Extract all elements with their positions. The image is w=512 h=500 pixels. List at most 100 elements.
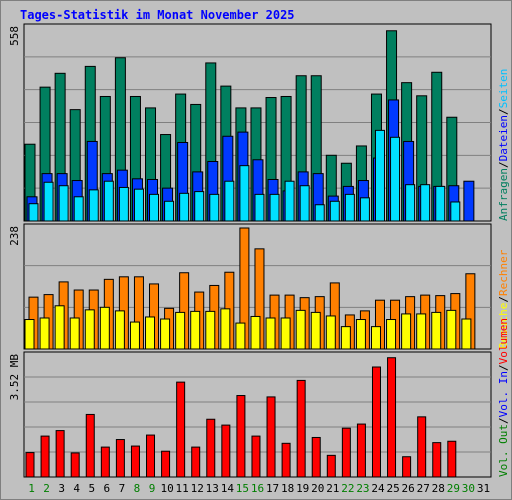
legend-item: Seiten <box>497 69 510 109</box>
x-tick-label: 8 <box>134 482 141 495</box>
bar-besuche-day-5 <box>84 309 95 350</box>
bar-volumen-day-19 <box>296 379 306 478</box>
bar-seiten-day-12 <box>194 191 205 222</box>
bar-seiten-day-4 <box>73 196 84 222</box>
x-tick-label: 31 <box>477 482 490 495</box>
bar-volumen-day-2 <box>40 435 50 478</box>
bar-besuche-day-30 <box>461 318 472 350</box>
bar-volumen-day-4 <box>70 452 80 478</box>
bar-besuche-day-24 <box>370 326 381 350</box>
bar-seiten-day-17 <box>269 193 280 222</box>
x-tick-label: 12 <box>191 482 204 495</box>
bar-volumen-day-21 <box>326 454 336 478</box>
x-tick-label: 18 <box>281 482 294 495</box>
x-tick-label: 10 <box>160 482 173 495</box>
legend-item: Besuche <box>497 303 510 349</box>
bar-besuche-day-16 <box>250 315 261 350</box>
x-tick-label: 11 <box>176 482 189 495</box>
bar-besuche-day-10 <box>160 318 171 350</box>
legend-item: Volumen <box>497 318 510 364</box>
x-tick-label: 14 <box>221 482 235 495</box>
legend-separator: / <box>497 364 510 371</box>
x-tick-label: 23 <box>356 482 369 495</box>
bar-volumen-day-1 <box>25 452 35 478</box>
bar-besuche-day-9 <box>145 316 156 350</box>
bar-besuche-day-22 <box>340 326 351 350</box>
legend-item: Vol. Out <box>497 424 510 477</box>
bar-volumen-day-24 <box>371 366 381 478</box>
bar-volumen-day-22 <box>341 427 351 478</box>
bar-seiten-day-27 <box>420 184 431 222</box>
chart-panel-requests: 558 <box>8 23 492 222</box>
bar-seiten-day-25 <box>390 136 401 222</box>
x-tick-label: 22 <box>341 482 354 495</box>
x-tick-label: 3 <box>58 482 65 495</box>
legend-separator: / <box>497 417 510 424</box>
bar-seiten-day-21 <box>329 200 340 222</box>
bar-besuche-day-13 <box>205 310 216 350</box>
x-tick-label: 20 <box>311 482 324 495</box>
bar-volumen-day-13 <box>206 418 216 478</box>
bar-seiten-day-5 <box>88 189 99 222</box>
bar-volumen-day-10 <box>161 450 171 478</box>
bar-besuche-day-1 <box>24 319 35 350</box>
bar-seiten-day-11 <box>179 192 190 222</box>
bar-volumen-day-3 <box>55 430 65 478</box>
bar-volumen-day-12 <box>191 446 201 478</box>
x-tick-label: 1 <box>28 482 35 495</box>
bar-volumen-day-23 <box>356 423 366 478</box>
bar-volumen-day-14 <box>221 424 231 478</box>
bar-volumen-day-29 <box>447 440 457 478</box>
x-tick-label: 27 <box>417 482 430 495</box>
bar-seiten-day-1 <box>28 203 39 222</box>
bar-seiten-day-19 <box>299 185 310 222</box>
bar-besuche-day-12 <box>190 310 201 350</box>
bar-besuche-day-14 <box>220 308 231 350</box>
chart-panel-visits: 238 <box>8 223 492 350</box>
bar-seiten-day-20 <box>314 204 325 222</box>
x-tick-label: 4 <box>73 482 80 495</box>
x-tick-label: 2 <box>43 482 50 495</box>
bar-volumen-day-18 <box>281 442 291 478</box>
x-tick-label: 30 <box>462 482 475 495</box>
bar-besuche-day-27 <box>416 313 427 350</box>
y-axis-max-label: 3.52 MB <box>8 354 21 401</box>
bar-besuche-day-17 <box>265 317 276 350</box>
x-tick-label: 26 <box>402 482 415 495</box>
bar-seiten-day-8 <box>133 188 144 222</box>
bar-seiten-day-29 <box>450 201 461 222</box>
x-tick-label: 21 <box>326 482 339 495</box>
bar-besuche-day-8 <box>129 321 140 350</box>
bar-besuche-day-19 <box>295 309 306 350</box>
bar-volumen-day-11 <box>176 381 186 478</box>
bar-seiten-day-2 <box>43 181 54 222</box>
bar-seiten-day-6 <box>103 180 114 222</box>
bar-seiten-day-23 <box>359 197 370 222</box>
bar-seiten-day-13 <box>209 193 220 222</box>
bar-besuche-day-3 <box>54 305 65 350</box>
bar-seiten-day-14 <box>224 180 235 222</box>
x-tick-label: 19 <box>296 482 309 495</box>
bar-volumen-day-25 <box>387 357 397 478</box>
x-tick-label: 29 <box>447 482 460 495</box>
bar-besuche-day-18 <box>280 317 291 350</box>
legend-panel-3: Vol. Out/Vol. In/Volumen <box>497 318 510 477</box>
x-tick-label: 16 <box>251 482 264 495</box>
bar-volumen-day-8 <box>130 445 140 478</box>
bar-volumen-day-6 <box>100 446 110 478</box>
bar-seiten-day-3 <box>58 185 69 222</box>
bar-volumen-day-9 <box>146 434 156 478</box>
legend-item: Anfragen <box>497 168 510 221</box>
bar-volumen-day-20 <box>311 436 321 478</box>
legend-separator: / <box>497 296 510 303</box>
bar-besuche-day-2 <box>39 317 50 350</box>
legend-item: Vol. In <box>497 371 510 417</box>
legend-panel-2: Besuche/Rechner <box>497 249 510 349</box>
bar-besuche-day-25 <box>386 319 397 350</box>
bar-volumen-day-27 <box>417 416 427 478</box>
bar-besuche-day-15 <box>235 322 246 350</box>
bar-seiten-day-18 <box>284 180 295 222</box>
x-tick-label: 25 <box>386 482 399 495</box>
